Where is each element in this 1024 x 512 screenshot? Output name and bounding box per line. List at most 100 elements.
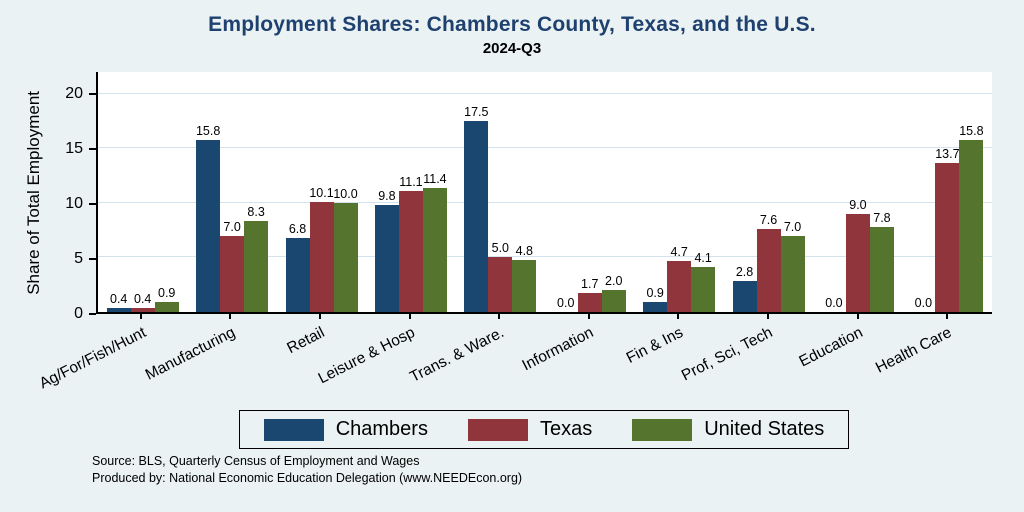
y-tick-mark: [89, 93, 96, 96]
bar-united-states: 4.1: [691, 251, 716, 312]
y-tick-label: 10: [65, 195, 83, 213]
y-tick-label: 20: [65, 85, 83, 103]
legend-row: Chambers Texas United States: [96, 410, 992, 449]
bar-value-label: 4.8: [515, 243, 534, 258]
bar-value-label: 11.4: [423, 171, 447, 186]
gridline-5: [98, 256, 992, 258]
bar-value-label: 8.3: [247, 205, 265, 220]
bar-value-label: 1.7: [581, 277, 599, 292]
bar-groups: 0.4 0.4 0.9 15.8 7.0 8.3 6.8 10.1 10.0 9.8 11.1 11.…: [98, 72, 992, 312]
bar-united-states: 15.8: [959, 124, 984, 312]
x-axis-label: Retail: [284, 324, 328, 358]
bar-texas: 7.0: [220, 220, 245, 312]
bar-value-label: 10.0: [333, 186, 358, 201]
x-tick-mark: [408, 314, 411, 319]
gridline-10: [98, 201, 992, 203]
bar-value-label: 4.7: [670, 244, 688, 259]
bar-value-label: 7.6: [759, 213, 778, 228]
bar-united-states: 4.8: [512, 244, 537, 312]
bar-group: 0.4 0.4 0.9: [98, 72, 187, 312]
bar-value-label: 10.1: [309, 185, 334, 200]
legend-label-texas: Texas: [539, 418, 593, 440]
bar-chambers: 17.5: [464, 105, 489, 312]
bar-value-label: 4.1: [694, 251, 712, 266]
y-axis-title-wrap: Share of Total Employment: [24, 72, 44, 314]
bar-texas: 11.1: [398, 175, 423, 312]
x-axis-label: Manufacturing: [142, 324, 239, 384]
bar-texas: 9.0: [845, 198, 870, 312]
x-tick-mark: [856, 314, 859, 319]
x-axis: Ag/For/Fish/Hunt Manufacturing Retail Leisu…: [36, 314, 992, 410]
legend-swatch-chambers: [263, 418, 324, 441]
x-tick-mark: [677, 314, 680, 319]
bar-value-label: 2.8: [735, 265, 754, 280]
bar-group: 0.0 13.7 15.8: [903, 72, 992, 312]
legend-swatch-texas: [467, 418, 528, 441]
source-note: Source: BLS, Quarterly Census of Employm…: [92, 453, 522, 487]
bar-chambers: 15.8: [196, 124, 220, 312]
bar-texas: 4.7: [667, 245, 692, 312]
bar-texas: 13.7: [935, 147, 960, 312]
bar-united-states: 0.9: [154, 286, 179, 312]
y-axis: 0 5 10 15 20: [46, 72, 96, 322]
bar-value-label: 6.8: [288, 221, 307, 236]
bar-value-label: 0.0: [825, 296, 843, 310]
bar-value-label: 9.8: [378, 189, 396, 204]
bar-chambers: 2.8: [732, 265, 757, 312]
bar-group: 0.9 4.7 4.1: [634, 72, 723, 312]
source-line-1: Source: BLS, Quarterly Census of Employm…: [92, 454, 420, 468]
bar-texas: 1.7: [577, 277, 602, 312]
bar-chambers: 9.8: [374, 189, 399, 312]
bar-value-label: 9.0: [849, 197, 867, 212]
x-axis-label: Ag/For/Fish/Hunt: [36, 324, 149, 393]
chart-title: Employment Shares: Chambers County, Texa…: [208, 13, 816, 36]
y-tick-mark: [89, 313, 96, 315]
bar-value-label: 5.0: [491, 241, 510, 256]
bar-group: 15.8 7.0 8.3: [187, 72, 276, 312]
x-axis-label: Education: [796, 324, 866, 371]
x-tick-mark: [946, 314, 949, 319]
bar-united-states: 11.4: [422, 172, 447, 312]
x-tick-mark: [139, 314, 142, 319]
bar-value-label: 15.8: [195, 123, 221, 138]
y-tick-mark: [89, 203, 96, 206]
legend-item-texas: Texas: [467, 418, 593, 441]
bar-group: 2.8 7.6 7.0: [724, 72, 813, 312]
y-tick-mark: [89, 258, 96, 261]
bar-value-label: 7.0: [783, 219, 802, 234]
y-tick-label: 15: [65, 140, 83, 157]
x-tick-mark: [229, 314, 232, 319]
legend-item-united-states: United States: [632, 418, 824, 441]
legend-label-chambers: Chambers: [335, 418, 428, 440]
bar-texas: 10.1: [309, 186, 334, 312]
bar-value-label: 2.0: [605, 274, 623, 289]
x-axis-label: Trans. & Ware.: [407, 324, 507, 386]
y-tick-label: 5: [74, 250, 83, 268]
x-tick-mark: [767, 314, 769, 319]
gridline-15: [98, 147, 992, 149]
gridline-20: [98, 92, 992, 94]
source-line-2: Produced by: National Economic Education…: [92, 470, 523, 485]
bar-value-label: 0.4: [110, 291, 128, 306]
x-axis-label: Fin & Ins: [623, 324, 687, 367]
legend-label-united-states: United States: [704, 418, 825, 440]
bar-united-states: 2.0: [601, 274, 626, 312]
bar-value-label: 7.8: [873, 210, 891, 225]
plot-area: 0.4 0.4 0.9 15.8 7.0 8.3 6.8 10.1 10.0 9.8 11.1 11.…: [96, 72, 992, 314]
bar-united-states: 10.0: [333, 187, 358, 312]
bar-texas: 5.0: [488, 241, 513, 312]
legend: Chambers Texas United States: [238, 410, 850, 449]
bar-value-label: 0.9: [646, 286, 664, 301]
y-tick-mark: [89, 148, 96, 150]
bar-united-states: 7.0: [780, 220, 805, 312]
bar-value-label: 15.8: [959, 123, 984, 138]
bar-chambers: 0.4: [106, 292, 131, 312]
x-axis-label: Leisure & Hosp: [315, 324, 418, 388]
bar-group: 6.8 10.1 10.0: [277, 72, 366, 312]
y-axis-title: Share of Total Employment: [24, 91, 43, 295]
x-tick-mark: [587, 314, 590, 319]
bar-value-label: 13.7: [935, 146, 960, 161]
bar-united-states: 8.3: [244, 205, 269, 312]
bar-value-label: 0.4: [134, 291, 152, 306]
